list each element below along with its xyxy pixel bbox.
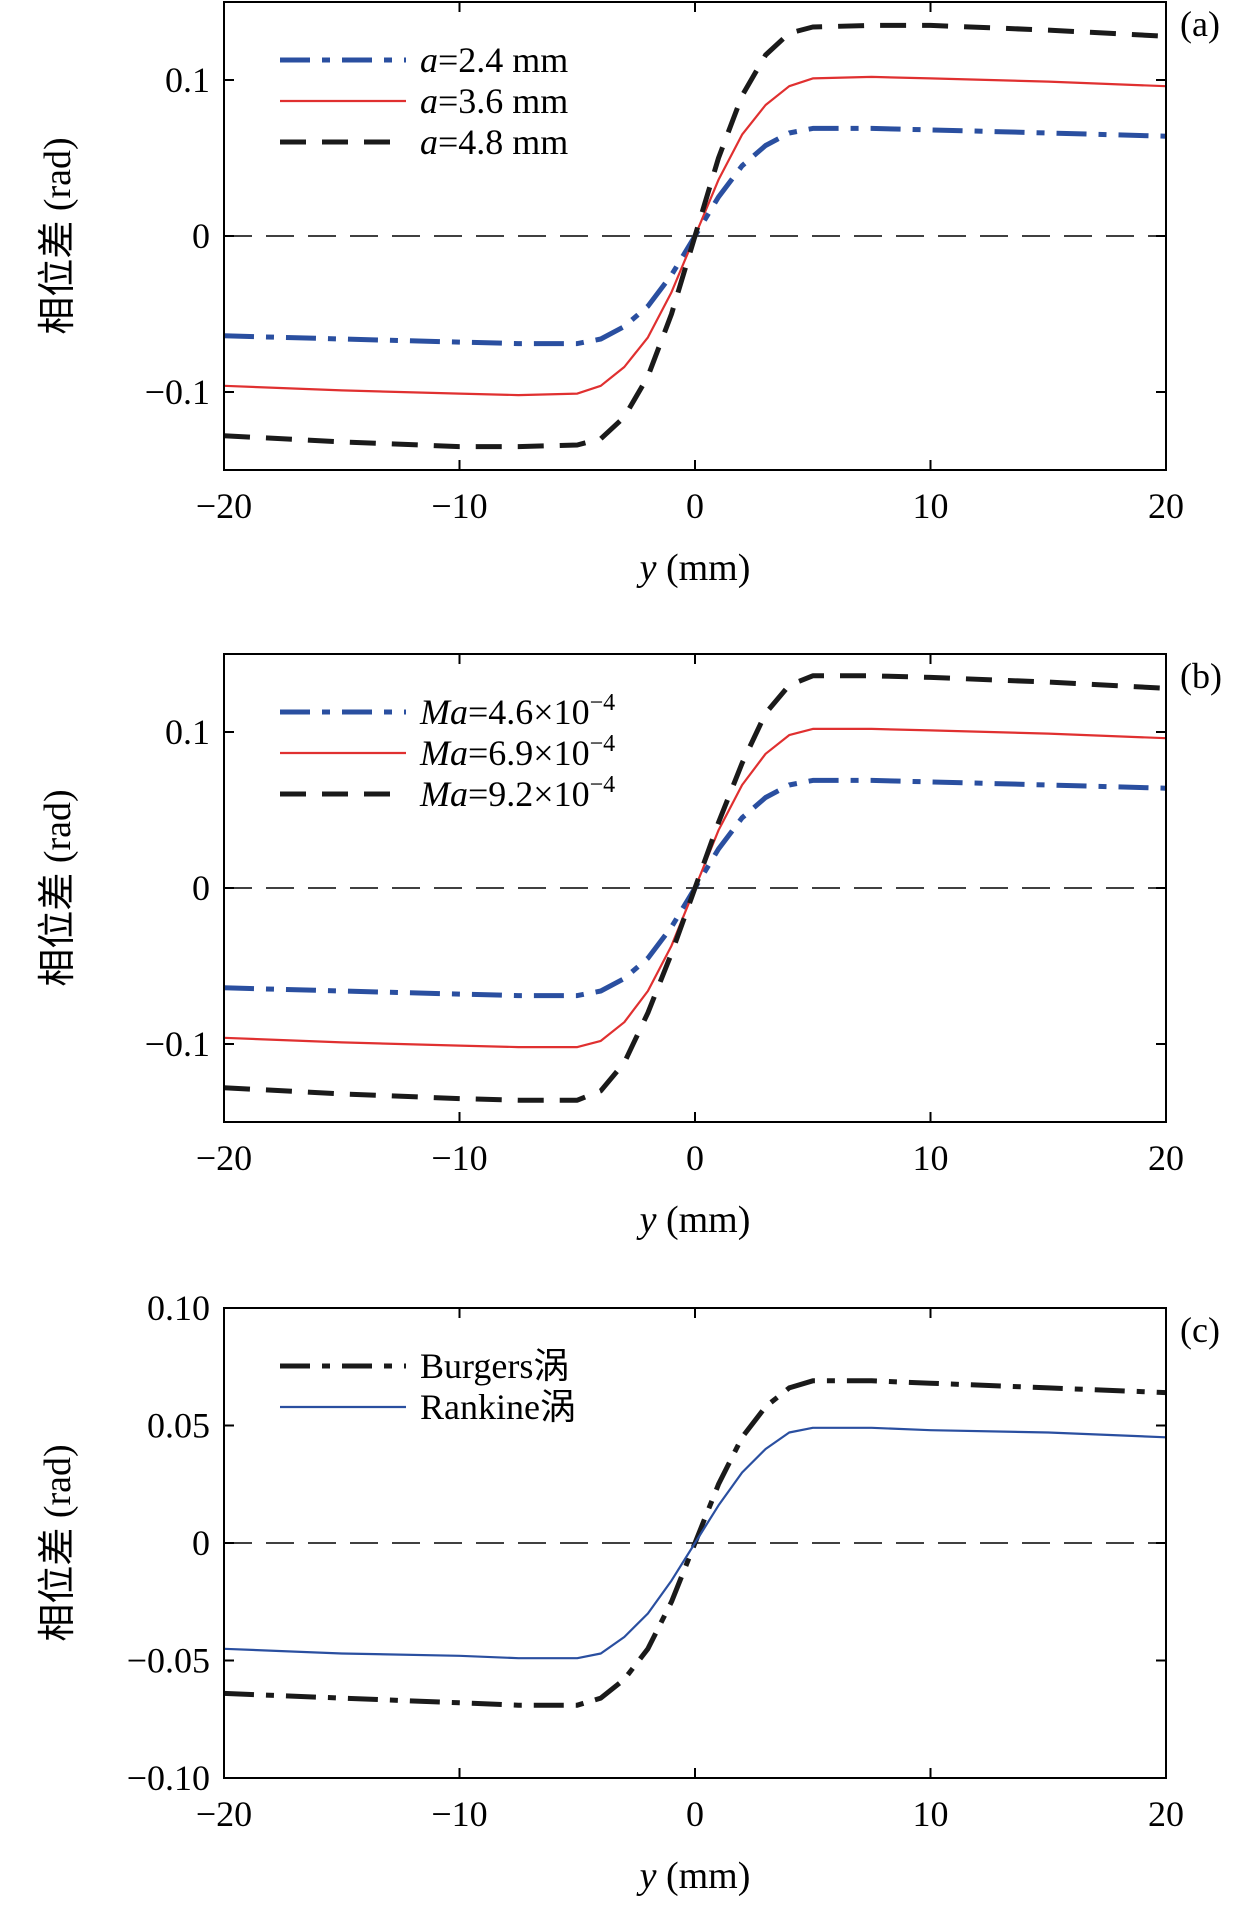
x-tick-label: −20 bbox=[196, 486, 252, 526]
series-line-3 bbox=[223, 673, 1167, 1103]
series-line-2 bbox=[223, 1426, 1167, 1660]
x-tick-label: 20 bbox=[1148, 486, 1184, 526]
y-tick-label: −0.05 bbox=[127, 1641, 210, 1681]
legend: a=2.4 mma=3.6 mma=4.8 mm bbox=[280, 40, 568, 162]
legend-label-2: a=3.6 mm bbox=[420, 81, 568, 121]
chart-panel-2: −20 −10 0 10 20 −0.1 0 0.1 y (mm) 相位差 (rad) (b) Ma=… bbox=[37, 653, 1222, 1241]
x-tick-label: 20 bbox=[1148, 1138, 1184, 1178]
y-tick-label: 0 bbox=[192, 1523, 210, 1563]
y-tick-label: 0.05 bbox=[147, 1406, 210, 1446]
y-tick-label: 0 bbox=[192, 868, 210, 908]
x-tick-label: −20 bbox=[196, 1138, 252, 1178]
y-tick-label: 0.1 bbox=[165, 712, 210, 752]
y-axis-label: 相位差 (rad) bbox=[37, 789, 79, 986]
y-axis-label: 相位差 (rad) bbox=[37, 1444, 79, 1641]
y-tick-label: 0.1 bbox=[165, 60, 210, 100]
x-tick-label: 10 bbox=[913, 486, 949, 526]
y-tick-label: −0.1 bbox=[145, 1024, 210, 1064]
x-axis-label: y (mm) bbox=[636, 1855, 751, 1897]
legend-label-2: Ma=6.9×10−4 bbox=[419, 731, 615, 773]
x-tick-label: −10 bbox=[431, 1138, 487, 1178]
legend-label-1: Burgers涡 bbox=[420, 1346, 569, 1386]
x-axis-label: y (mm) bbox=[636, 1199, 751, 1241]
x-tick-label: 0 bbox=[686, 1138, 704, 1178]
x-tick-label: −10 bbox=[431, 1794, 487, 1834]
panel-label: (b) bbox=[1180, 656, 1222, 696]
x-tick-label: 20 bbox=[1148, 1794, 1184, 1834]
y-tick-label: −0.10 bbox=[127, 1758, 210, 1798]
x-axis-label: y (mm) bbox=[636, 547, 751, 589]
y-axis-label: 相位差 (rad) bbox=[37, 137, 79, 334]
legend: Ma=4.6×10−4Ma=6.9×10−4Ma=9.2×10−4 bbox=[280, 690, 615, 814]
legend-label-3: a=4.8 mm bbox=[420, 122, 568, 162]
x-tick-label: 10 bbox=[913, 1794, 949, 1834]
legend-label-2: Rankine涡 bbox=[420, 1387, 576, 1427]
y-tick-label: 0.10 bbox=[147, 1288, 210, 1328]
x-tick-label: −20 bbox=[196, 1794, 252, 1834]
series-line-3 bbox=[223, 22, 1167, 450]
panel-label: (a) bbox=[1180, 4, 1220, 44]
y-tick-label: 0 bbox=[192, 216, 210, 256]
x-tick-label: 0 bbox=[686, 486, 704, 526]
legend-label-3: Ma=9.2×10−4 bbox=[419, 772, 615, 814]
panel-label: (c) bbox=[1180, 1310, 1220, 1350]
y-tick-label: −0.1 bbox=[145, 372, 210, 412]
x-tick-label: −10 bbox=[431, 486, 487, 526]
chart-panel-3: −20 −10 0 10 20 −0.10 −0.05 0 0.05 0.10 y (mm) 相位差 … bbox=[37, 1288, 1220, 1897]
x-tick-label: 0 bbox=[686, 1794, 704, 1834]
chart-panel-1: −20 −10 0 10 20 −0.1 0 0.1 y (mm) 相位差 (rad) (a) a=2… bbox=[37, 1, 1220, 589]
legend-label-1: Ma=4.6×10−4 bbox=[419, 690, 615, 732]
legend-label-1: a=2.4 mm bbox=[420, 40, 568, 80]
x-tick-label: 10 bbox=[913, 1138, 949, 1178]
